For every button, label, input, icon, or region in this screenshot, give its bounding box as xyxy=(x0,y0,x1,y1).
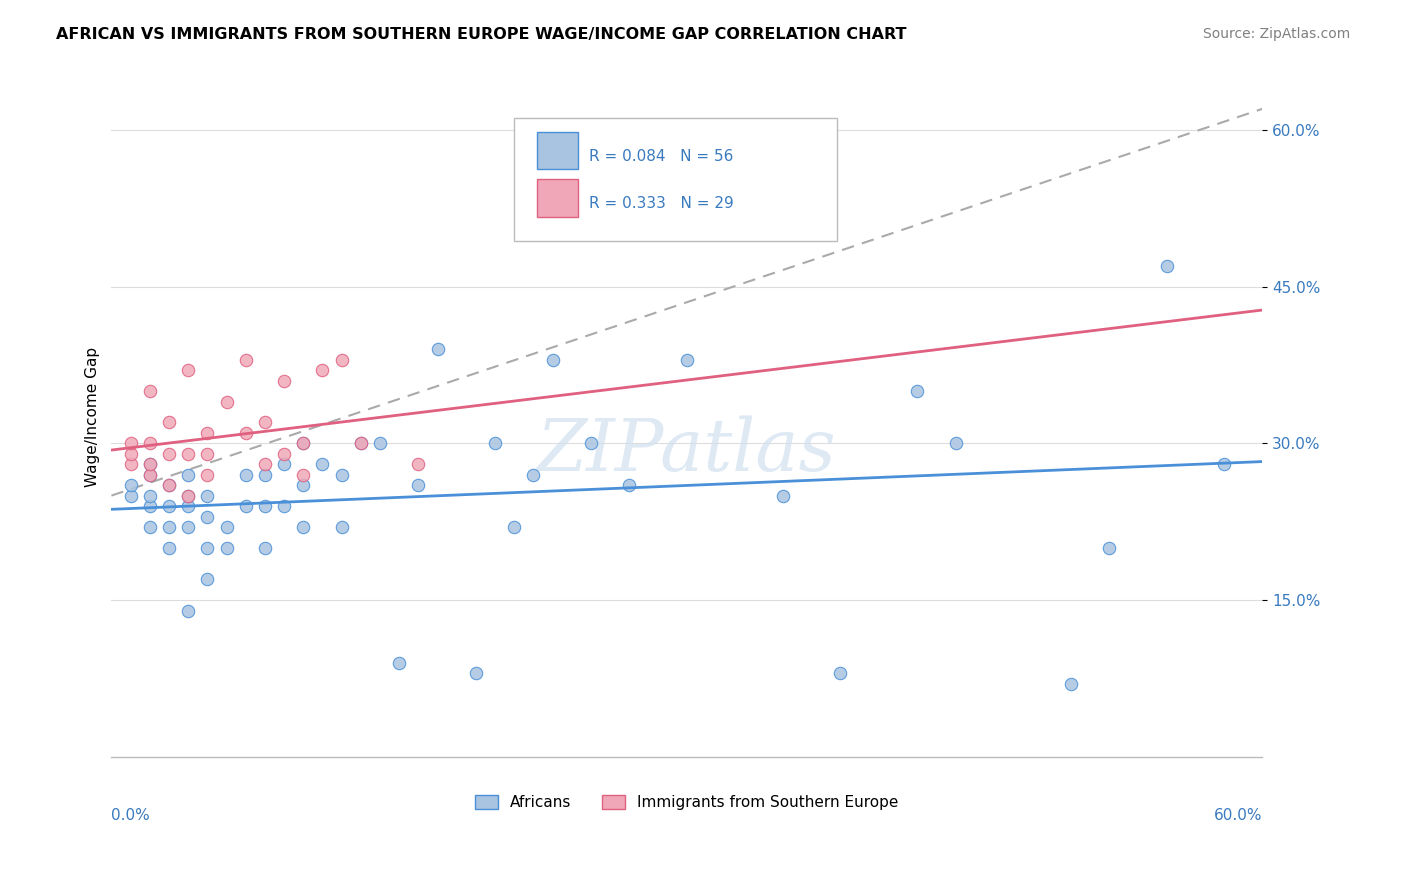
Point xyxy=(522,467,544,482)
Point xyxy=(484,436,506,450)
Point xyxy=(139,384,162,398)
Point xyxy=(139,457,162,471)
Point xyxy=(311,363,333,377)
Point xyxy=(311,457,333,471)
Point xyxy=(157,478,180,492)
Point xyxy=(177,520,200,534)
Point xyxy=(195,509,218,524)
Point xyxy=(177,447,200,461)
Point xyxy=(292,467,315,482)
Point xyxy=(157,416,180,430)
Point xyxy=(139,467,162,482)
Point xyxy=(945,436,967,450)
Point xyxy=(157,478,180,492)
Point xyxy=(772,489,794,503)
Point xyxy=(157,499,180,513)
Y-axis label: Wage/Income Gap: Wage/Income Gap xyxy=(86,347,100,487)
Text: R = 0.333   N = 29: R = 0.333 N = 29 xyxy=(589,196,734,211)
Point xyxy=(195,489,218,503)
Point xyxy=(139,520,162,534)
Point xyxy=(215,520,238,534)
Point xyxy=(139,489,162,503)
Point xyxy=(408,457,430,471)
Point xyxy=(619,478,641,492)
FancyBboxPatch shape xyxy=(537,179,578,217)
Point xyxy=(330,352,353,367)
Point xyxy=(120,489,142,503)
Point xyxy=(330,467,353,482)
Point xyxy=(177,363,200,377)
Point xyxy=(368,436,391,450)
Point xyxy=(503,520,526,534)
Text: 0.0%: 0.0% xyxy=(111,808,150,823)
Point xyxy=(195,572,218,586)
FancyBboxPatch shape xyxy=(515,119,837,241)
Point xyxy=(235,499,257,513)
Point xyxy=(905,384,928,398)
Point xyxy=(1098,541,1121,555)
Point xyxy=(120,436,142,450)
Point xyxy=(235,352,257,367)
Point xyxy=(253,416,276,430)
Point xyxy=(273,374,295,388)
Point xyxy=(157,447,180,461)
Point xyxy=(139,499,162,513)
Point xyxy=(215,541,238,555)
Point xyxy=(120,478,142,492)
Point xyxy=(177,604,200,618)
Point xyxy=(253,541,276,555)
Point xyxy=(195,541,218,555)
Point xyxy=(1156,259,1178,273)
Point xyxy=(157,520,180,534)
Point xyxy=(1213,457,1236,471)
Point xyxy=(292,478,315,492)
Point xyxy=(215,394,238,409)
Point xyxy=(195,467,218,482)
Point xyxy=(541,352,564,367)
Point xyxy=(177,499,200,513)
Point xyxy=(408,478,430,492)
Point xyxy=(292,436,315,450)
Text: AFRICAN VS IMMIGRANTS FROM SOUTHERN EUROPE WAGE/INCOME GAP CORRELATION CHART: AFRICAN VS IMMIGRANTS FROM SOUTHERN EURO… xyxy=(56,27,907,42)
Point xyxy=(195,447,218,461)
Point xyxy=(676,352,699,367)
Point xyxy=(120,457,142,471)
Text: ZIPatlas: ZIPatlas xyxy=(537,416,837,486)
Point xyxy=(235,425,257,440)
Point xyxy=(139,436,162,450)
Point xyxy=(830,666,852,681)
Point xyxy=(350,436,373,450)
Point xyxy=(273,499,295,513)
Point xyxy=(330,520,353,534)
Text: 60.0%: 60.0% xyxy=(1213,808,1263,823)
Point xyxy=(253,499,276,513)
Point xyxy=(273,447,295,461)
Point xyxy=(292,436,315,450)
Point xyxy=(426,343,449,357)
Point xyxy=(177,489,200,503)
FancyBboxPatch shape xyxy=(537,132,578,169)
Legend: Africans, Immigrants from Southern Europe: Africans, Immigrants from Southern Europ… xyxy=(475,796,898,811)
Point xyxy=(157,541,180,555)
Point xyxy=(195,425,218,440)
Point xyxy=(253,467,276,482)
Point xyxy=(177,489,200,503)
Text: R = 0.084   N = 56: R = 0.084 N = 56 xyxy=(589,149,734,164)
Point xyxy=(350,436,373,450)
Point xyxy=(579,436,602,450)
Point xyxy=(177,467,200,482)
Point xyxy=(253,457,276,471)
Point xyxy=(139,457,162,471)
Text: Source: ZipAtlas.com: Source: ZipAtlas.com xyxy=(1202,27,1350,41)
Point xyxy=(120,447,142,461)
Point xyxy=(292,520,315,534)
Point xyxy=(273,457,295,471)
Point xyxy=(235,467,257,482)
Point xyxy=(464,666,486,681)
Point xyxy=(388,656,411,670)
Point xyxy=(139,467,162,482)
Point xyxy=(1059,677,1081,691)
